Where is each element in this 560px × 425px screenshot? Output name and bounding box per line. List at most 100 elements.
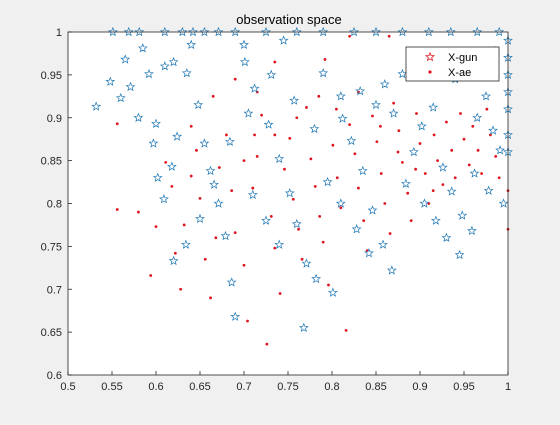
data-point-x-gun bbox=[247, 189, 258, 200]
data-point-x-ae bbox=[406, 191, 410, 195]
data-point-x-gun bbox=[318, 67, 329, 78]
data-point-x-gun bbox=[209, 179, 219, 189]
legend-star-icon bbox=[424, 51, 436, 62]
data-point-x-ae bbox=[494, 154, 498, 158]
data-point-x-ae bbox=[423, 172, 427, 175]
data-point-x-gun bbox=[152, 172, 163, 182]
data-point-x-gun bbox=[168, 56, 179, 67]
x-tick-label: 0.9 bbox=[412, 381, 427, 393]
data-point-x-ae bbox=[362, 219, 366, 223]
data-point-x-gun bbox=[351, 224, 362, 234]
x-tick-label: 0.85 bbox=[365, 381, 386, 393]
y-tick-label: 0.7 bbox=[47, 284, 62, 296]
data-point-x-ae bbox=[445, 120, 448, 124]
data-point-x-gun bbox=[445, 26, 456, 37]
data-point-x-ae bbox=[195, 148, 198, 152]
data-point-x-gun bbox=[177, 26, 188, 37]
data-point-x-gun bbox=[239, 39, 249, 50]
data-point-x-gun bbox=[335, 91, 346, 101]
y-tick-label: 0.9 bbox=[47, 113, 62, 125]
data-point-x-gun bbox=[249, 83, 260, 93]
data-point-x-ae bbox=[476, 148, 480, 152]
data-point-x-ae bbox=[436, 159, 439, 163]
data-point-x-gun bbox=[371, 26, 381, 37]
data-point-x-ae bbox=[260, 113, 263, 117]
data-point-x-gun bbox=[494, 26, 505, 37]
data-point-x-gun bbox=[419, 198, 430, 208]
data-point-x-ae bbox=[217, 166, 221, 169]
data-point-x-ae bbox=[375, 140, 379, 144]
data-point-x-gun bbox=[327, 287, 338, 297]
data-point-x-gun bbox=[495, 145, 505, 155]
data-point-x-ae bbox=[459, 112, 462, 115]
data-point-x-gun bbox=[205, 165, 216, 176]
legend-label-x-gun: X-gun bbox=[448, 52, 477, 64]
data-point-x-gun bbox=[388, 108, 399, 118]
data-point-x-gun bbox=[181, 67, 192, 78]
data-point-x-gun bbox=[274, 239, 285, 249]
data-point-x-ae bbox=[450, 148, 454, 152]
data-point-x-ae bbox=[288, 136, 292, 140]
data-point-x-ae bbox=[283, 167, 286, 171]
plot-area bbox=[68, 32, 508, 375]
y-tick-label: 0.8 bbox=[47, 199, 62, 211]
data-point-x-ae bbox=[273, 246, 277, 250]
data-point-x-ae bbox=[323, 58, 327, 61]
data-point-x-gun bbox=[416, 121, 427, 131]
data-point-x-ae bbox=[115, 208, 119, 211]
data-point-x-ae bbox=[295, 116, 299, 120]
data-point-x-gun bbox=[291, 26, 302, 37]
x-axis: 0.5 0.55 0.6 0.65 0.7 0.75 0.8 0.85 0.9 0.95 1 bbox=[60, 371, 511, 393]
data-point-x-ae bbox=[189, 124, 193, 128]
data-point-x-gun bbox=[355, 85, 366, 96]
data-point-x-ae bbox=[214, 236, 218, 240]
data-point-x-gun bbox=[166, 161, 177, 171]
data-point-x-ae bbox=[265, 342, 269, 346]
data-point-x-gun bbox=[397, 68, 408, 79]
data-point-x-gun bbox=[134, 26, 145, 37]
data-point-x-ae bbox=[441, 183, 445, 187]
data-point-x-gun bbox=[311, 273, 322, 284]
data-point-x-ae bbox=[348, 34, 351, 38]
data-point-x-ae bbox=[331, 143, 335, 147]
x-tick-label: 1 bbox=[505, 381, 511, 393]
data-point-x-ae bbox=[246, 319, 249, 323]
data-point-x-gun bbox=[397, 26, 408, 37]
data-point-x-gun bbox=[401, 178, 411, 188]
x-tick-label: 0.8 bbox=[324, 381, 339, 393]
x-tick-label: 0.65 bbox=[189, 381, 210, 393]
data-point-x-gun bbox=[289, 95, 300, 105]
data-point-x-gun bbox=[225, 136, 235, 146]
data-point-x-ae bbox=[379, 124, 382, 128]
data-point-x-ae bbox=[379, 172, 383, 175]
data-point-x-ae bbox=[489, 133, 492, 137]
data-point-x-ae bbox=[432, 133, 436, 137]
data-point-x-gun bbox=[172, 131, 183, 141]
data-point-x-gun bbox=[133, 112, 144, 122]
data-point-x-ae bbox=[278, 292, 282, 295]
data-point-x-ae bbox=[230, 189, 234, 193]
data-point-x-gun bbox=[423, 26, 434, 37]
data-point-x-ae bbox=[182, 223, 186, 227]
data-point-x-ae bbox=[431, 189, 435, 193]
data-point-x-gun bbox=[159, 26, 170, 37]
data-point-x-gun bbox=[123, 26, 134, 37]
data-point-x-ae bbox=[225, 133, 228, 137]
data-point-x-ae bbox=[415, 112, 418, 115]
chart-title: observation space bbox=[236, 12, 342, 27]
data-point-x-gun bbox=[386, 265, 397, 275]
data-point-x-ae bbox=[409, 219, 413, 223]
data-point-x-gun bbox=[144, 68, 154, 79]
data-point-x-gun bbox=[226, 277, 237, 287]
data-point-x-gun bbox=[364, 248, 374, 258]
data-point-x-gun bbox=[349, 26, 359, 37]
data-point-x-ae bbox=[327, 283, 330, 287]
data-point-x-ae bbox=[209, 296, 212, 300]
data-point-x-gun bbox=[213, 198, 224, 208]
data-point-x-gun bbox=[193, 99, 204, 110]
data-point-x-ae bbox=[353, 152, 357, 156]
data-point-x-ae bbox=[462, 137, 466, 141]
legend-label-x-ae: X-ae bbox=[448, 67, 471, 79]
